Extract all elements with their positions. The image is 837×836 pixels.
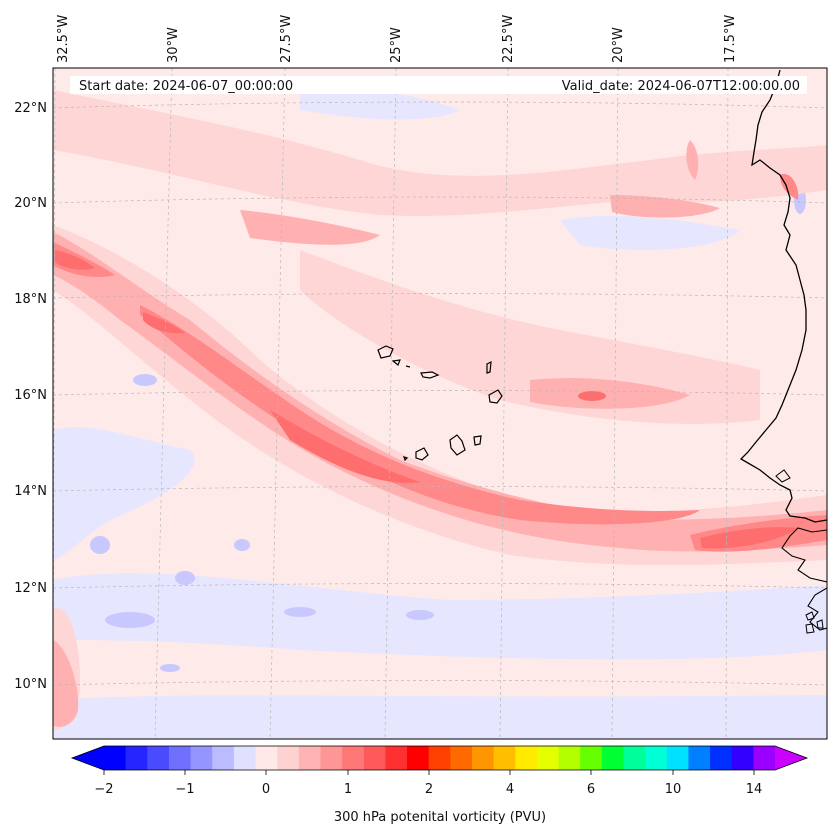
lon-label-30w: 30°W [166,27,181,63]
lat-label-14n: 14°N [14,484,47,499]
colorbar-cell [190,746,213,770]
colorbar-cell [277,746,300,770]
colorbar-extend-max [775,746,807,770]
gambia-coast [781,527,827,583]
negative-pv-areas [53,88,827,739]
lon-label-27-5w: 27.5°W [279,15,294,63]
cb-tick-label: 2 [425,782,433,797]
colorbar-ticks [103,770,755,775]
colorbar-cell [493,746,516,770]
colorbar-cell [428,746,451,770]
colorbar-tick-labels: −2 −1 0 1 2 4 6 10 14 [94,782,762,797]
africa-coastline [739,69,827,523]
colorbar-cell [645,746,668,770]
cape-verde-islands [377,345,503,462]
colorbar-cell [450,746,473,770]
colorbar-title: 300 hPa potenital vorticity (PVU) [334,810,546,825]
colorbar-cell [731,746,754,770]
colorbar-cell [385,746,408,770]
map-frame [52,67,828,740]
bijagos-islands [805,611,824,634]
cb-tick-label: 1 [344,782,352,797]
colorbar-cell [104,746,127,770]
colorbar: −2 −1 0 1 2 4 6 10 14 300 hPa potenital … [70,745,809,825]
colorbar-cell [580,746,603,770]
info-strip [70,76,807,94]
colorbar-cell [212,746,235,770]
colorbar-cell [407,746,430,770]
colorbar-cell [536,746,560,770]
cb-tick-label: 0 [262,782,270,797]
cb-tick-label: −2 [94,782,113,797]
colorbar-cell [688,746,711,770]
colorbar-cell [710,746,733,770]
colorbar-cell [515,746,538,770]
colorbar-extend-min [72,746,104,770]
colorbar-cell [558,746,581,770]
colorbar-cell [147,746,170,770]
red-core [55,250,800,549]
colorbar-cell [601,746,625,770]
lon-label-20w: 20°W [611,27,626,63]
lat-label-22n: 22°N [14,101,47,116]
colorbar-cell [255,746,278,770]
cb-tick-label: −1 [175,782,194,797]
lon-label-32-5w: 32.5°W [56,15,71,63]
guinea-bissau-coast [807,587,827,631]
lat-label-20n: 20°N [14,196,47,211]
colorbar-cell [363,746,386,770]
cb-tick-label: 4 [506,782,514,797]
colorbar-cell [233,746,257,770]
lat-label-12n: 12°N [14,581,47,596]
latitude-labels: 22°N 20°N 18°N 16°N 14°N 12°N 10°N [14,101,47,692]
colorbar-cell [666,746,690,770]
lat-label-10n: 10°N [14,677,47,692]
lon-label-17-5w: 17.5°W [723,15,738,63]
longitude-labels: 32.5°W 30°W 27.5°W 25°W 22.5°W 20°W 17.5… [56,15,738,63]
blue-patches [90,186,806,672]
cb-tick-label: 6 [587,782,595,797]
colorbar-cells [104,746,776,770]
colorbar-cell [320,746,343,770]
lat-label-18n: 18°N [14,292,47,307]
colorbar-cell [298,746,322,770]
colorbar-cell [623,746,646,770]
pv-map [53,68,827,739]
valid-date-label: Valid_date: 2024-06-07T12:00:00.00 [562,79,800,94]
start-date-label: Start date: 2024-06-07_00:00:00 [79,79,293,94]
lon-label-25w: 25°W [389,27,404,63]
lat-label-16n: 16°N [14,388,47,403]
cb-tick-label: 14 [746,782,763,797]
cb-tick-label: 10 [665,782,682,797]
colorbar-cell [168,746,192,770]
colorbar-cell [753,746,776,770]
colorbar-cell [342,746,365,770]
lon-label-22-5w: 22.5°W [501,15,516,63]
colorbar-cell [125,746,148,770]
dakar-peninsula [775,469,791,483]
colorbar-cell [471,746,495,770]
